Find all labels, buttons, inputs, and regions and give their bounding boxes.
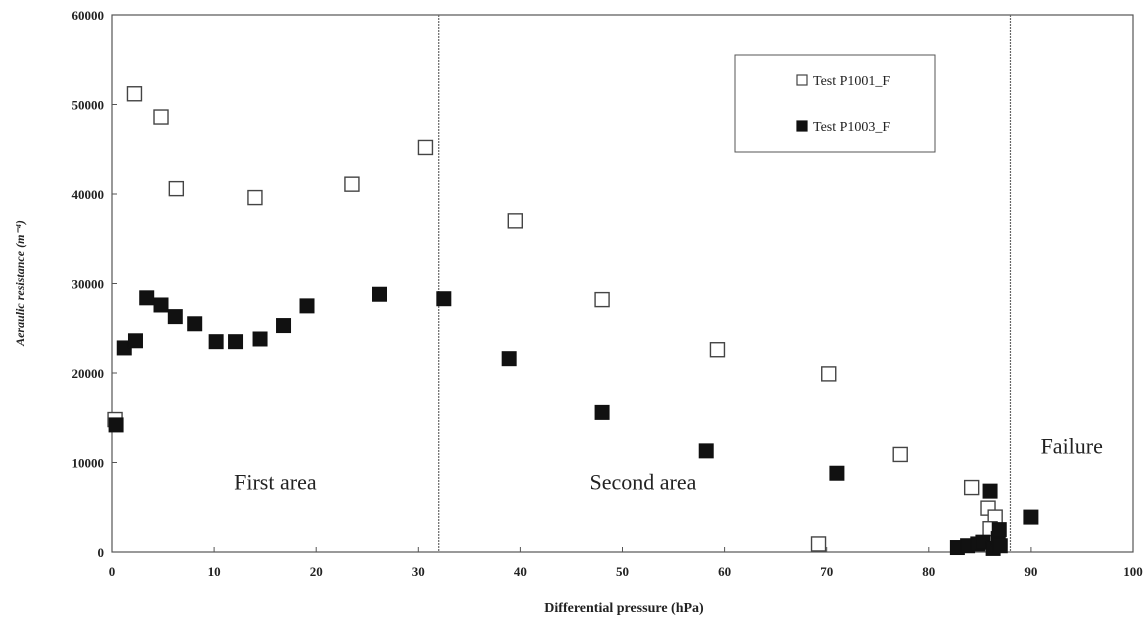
- y-axis-title: Aeraulic resistance (m⁻⁴): [13, 220, 27, 347]
- open-square-point: [153, 109, 169, 125]
- filled-square-point: [252, 331, 268, 347]
- y-tick-label: 0: [98, 545, 105, 560]
- legend-box: [734, 54, 936, 153]
- open-square-point: [963, 479, 980, 496]
- filled-square-point: [299, 298, 315, 314]
- filled-square-point: [992, 538, 1008, 554]
- filled-square-point: [436, 291, 452, 307]
- y-tick-label: 50000: [72, 98, 105, 113]
- filled-square-point: [139, 290, 155, 306]
- region-dividers: [438, 15, 1012, 552]
- filled-square-point: [829, 465, 845, 481]
- filled-square-point: [698, 443, 714, 459]
- legend-entry-label: Test P1003_F: [813, 120, 890, 135]
- region-labels: First area Second area Failure: [234, 434, 1103, 495]
- x-tick-label: 50: [616, 564, 629, 579]
- filled-square-point: [228, 334, 244, 350]
- filled-square-point: [127, 333, 143, 349]
- filled-square-point: [153, 297, 169, 313]
- y-tick-label: 40000: [72, 187, 105, 202]
- open-square-point: [417, 139, 434, 156]
- x-tick-label: 60: [718, 564, 731, 579]
- region-label: First area: [234, 469, 317, 494]
- open-square-point: [810, 536, 827, 552]
- x-tick-label: 70: [820, 564, 833, 579]
- open-square-point: [247, 189, 263, 206]
- filled-square-point: [1023, 509, 1039, 525]
- x-tick-label: 20: [310, 564, 323, 579]
- legend-filled-square-icon: [796, 120, 808, 132]
- data-points: [107, 86, 1039, 556]
- open-square-point: [821, 366, 837, 382]
- open-square-point: [507, 213, 523, 229]
- x-tick-label: 90: [1024, 564, 1037, 579]
- x-tick-label: 80: [922, 564, 935, 579]
- filled-square-point: [991, 522, 1007, 538]
- legend-entry-label: Test P1001_F: [813, 74, 890, 89]
- open-square-point: [594, 291, 610, 308]
- x-tick-label: 30: [412, 564, 425, 579]
- y-tick-label: 20000: [72, 366, 105, 381]
- x-tick-label: 10: [208, 564, 221, 579]
- filled-square-point: [167, 309, 183, 325]
- open-square-point: [344, 176, 360, 192]
- filled-square-point: [982, 483, 998, 499]
- open-square-point: [892, 446, 908, 463]
- y-tick-label: 10000: [72, 456, 105, 471]
- open-square-point: [709, 342, 726, 358]
- filled-square-point: [208, 334, 224, 350]
- y-tick-label: 30000: [72, 277, 105, 292]
- filled-square-point: [187, 316, 203, 332]
- filled-square-point: [501, 351, 517, 367]
- filled-square-point: [276, 318, 292, 334]
- open-square-point: [168, 180, 185, 197]
- legend-open-square-icon: [796, 74, 808, 86]
- filled-square-point: [594, 404, 610, 420]
- axes: 0 10 20 30 40 50 60 70 80 90 100 0 10000 20000 30000 40…: [72, 8, 1143, 579]
- region-label: Second area: [589, 469, 696, 494]
- filled-square-point: [372, 286, 388, 302]
- x-tick-label: 0: [109, 564, 116, 579]
- x-axis-title: Differential pressure (hPa): [544, 601, 704, 616]
- legend: Test P1001_F Test P1003_F: [734, 54, 936, 153]
- open-square-point: [126, 86, 143, 102]
- region-label: Failure: [1041, 434, 1103, 459]
- x-tick-label: 100: [1123, 564, 1143, 579]
- filled-square-point: [108, 417, 124, 433]
- x-tick-label: 40: [514, 564, 527, 579]
- y-tick-label: 60000: [72, 8, 105, 23]
